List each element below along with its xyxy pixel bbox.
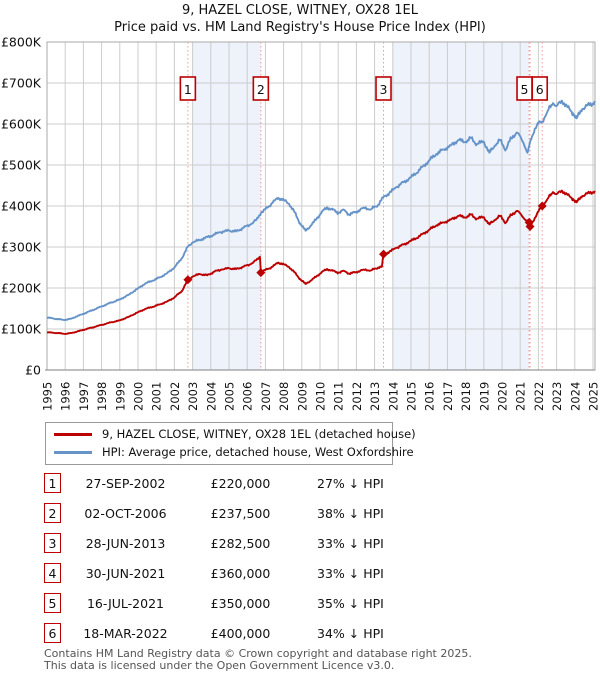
x-tick-label: 2000 [132,382,146,411]
hpi-line [46,99,596,321]
x-tick-label: 2019 [477,382,491,411]
table-row: 5 16-JUL-2021 £350,000 35% ↓ HPI [44,592,584,614]
x-tick-label: 1997 [77,382,91,411]
y-tick-label: £800K [1,35,42,50]
sale-dot [379,249,389,259]
sale-marker-number: 1 [184,82,192,97]
x-tick-label: 2018 [459,382,473,411]
sale-hpi-delta: 27% ↓ HPI [317,475,384,491]
sale-price: £360,000 [210,565,271,581]
page-subtitle: Price paid vs. HM Land Registry's House … [114,20,486,35]
sale-dot [183,275,193,285]
x-tick-label: 2008 [277,382,291,411]
x-tick-label: 2021 [514,382,528,411]
sale-marker-number: 2 [257,82,265,97]
x-tick-label: 1999 [113,382,127,411]
sale-marker-box [375,76,392,101]
x-tick-label: 2020 [496,382,510,411]
x-tick-label: 2004 [204,382,218,411]
x-tick-label: 2023 [550,382,564,411]
sale-marker-number: 5 [521,82,529,97]
sale-price: £400,000 [210,625,271,641]
price-line [46,189,596,335]
y-tick-label: £500K [1,158,42,173]
sale-date: 18-MAR-2022 [83,625,168,641]
footer-licence: This data is licensed under the Open Gov… [44,659,395,672]
x-tick-label: 2022 [532,382,546,411]
sale-number-badge: 2 [44,503,61,523]
y-tick-label: £200K [1,281,42,296]
table-row: 1 27-SEP-2002 £220,000 27% ↓ HPI [44,472,584,494]
x-tick-label: 2009 [295,382,309,411]
table-row: 3 28-JUN-2013 £282,500 33% ↓ HPI [44,532,584,554]
x-tick-label: 2025 [587,382,600,411]
sale-hpi-delta: 35% ↓ HPI [317,595,384,611]
x-tick-label: 2006 [241,382,255,411]
sale-price: £220,000 [210,475,271,491]
x-tick-label: 2024 [568,382,582,411]
sale-number-badge: 1 [44,473,61,493]
sale-number-badge: 3 [44,533,61,553]
legend-label-property: 9, HAZEL CLOSE, WITNEY, OX28 1EL (detach… [102,427,416,441]
legend-item-property: 9, HAZEL CLOSE, WITNEY, OX28 1EL (detach… [54,427,416,441]
sale-date: 30-JUN-2021 [85,565,166,581]
sale-price: £350,000 [210,595,271,611]
x-tick-label: 2010 [314,382,328,411]
sale-price: £282,500 [210,535,271,551]
sale-date: 02-OCT-2006 [84,505,167,521]
legend-label-hpi: HPI: Average price, detached house, West… [102,445,414,459]
sale-hpi-delta: 33% ↓ HPI [317,535,384,551]
sale-price: £237,500 [210,505,271,521]
x-tick-label: 1995 [41,382,55,411]
sale-date: 16-JUL-2021 [86,595,164,611]
sale-hpi-delta: 33% ↓ HPI [317,565,384,581]
sale-marker-box [531,76,549,101]
sale-hpi-delta: 38% ↓ HPI [317,505,384,521]
sale-marker-number: 6 [536,82,544,97]
x-tick-label: 1996 [59,382,73,411]
x-tick-label: 2005 [223,382,237,411]
sale-dot [256,268,266,278]
sale-hpi-delta: 34% ↓ HPI [317,625,384,641]
x-tick-label: 2012 [350,382,364,411]
chart-legend: 9, HAZEL CLOSE, WITNEY, OX28 1EL (detach… [45,422,416,465]
y-tick-label: £400K [1,199,42,214]
hpi-line-swatch [54,450,92,454]
x-tick-label: 2013 [368,382,382,411]
table-row: 2 02-OCT-2006 £237,500 38% ↓ HPI [44,502,584,524]
x-tick-label: 2011 [332,382,346,411]
y-tick-label: £600K [1,117,42,132]
table-row: 4 30-JUN-2021 £360,000 33% ↓ HPI [44,562,584,584]
price-chart: 1 2 3 5 6 £0 £100K £200K £300K £400K £500K £600K £70… [1,35,600,412]
sale-number-badge: 4 [44,563,61,583]
legend-item-hpi: HPI: Average price, detached house, West… [54,445,414,459]
table-row: 6 18-MAR-2022 £400,000 34% ↓ HPI [44,622,584,644]
sale-marker-box [252,76,270,101]
sale-marker-box [179,76,197,101]
x-tick-label: 2017 [441,382,455,411]
sale-date: 28-JUN-2013 [85,535,166,551]
x-tick-label: 2003 [186,382,200,411]
x-tick-label: 1998 [95,382,109,411]
sale-number-badge: 6 [44,623,61,643]
x-tick-label: 2001 [150,382,164,411]
y-tick-label: £100K [1,322,42,337]
sale-dot [525,222,535,231]
footer-copyright: Contains HM Land Registry data © Crown c… [44,647,472,660]
x-tick-label: 2002 [168,382,182,411]
x-tick-label: 2007 [259,382,273,411]
y-tick-label: £300K [1,240,42,255]
sale-number-badge: 5 [44,593,61,613]
page-title: 9, HAZEL CLOSE, WITNEY, OX28 1EL [182,3,418,18]
x-tick-label: 2016 [423,382,437,411]
x-tick-label: 2014 [386,382,400,411]
y-tick-label: £0 [25,363,41,378]
sale-date: 27-SEP-2002 [85,475,166,491]
sale-dot [537,201,547,211]
x-tick-label: 2015 [405,382,419,411]
property-line-swatch [54,432,92,436]
sale-marker-number: 3 [380,82,388,97]
y-tick-label: £700K [1,76,42,91]
